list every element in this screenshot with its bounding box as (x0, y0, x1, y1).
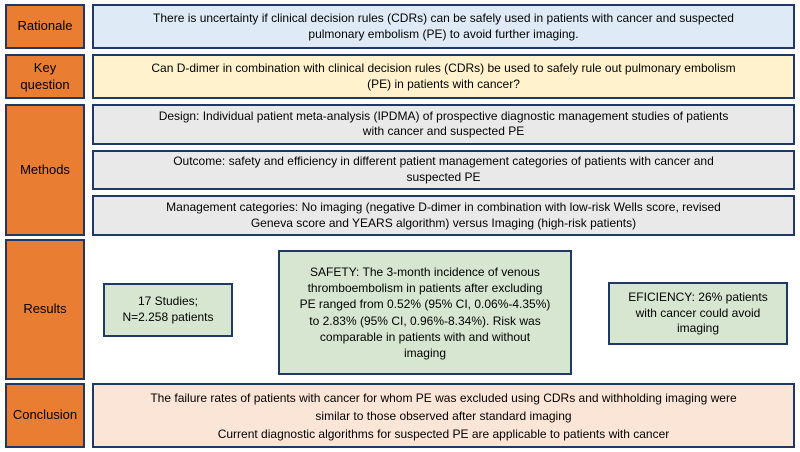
rationale-section-label: Rationale (5, 4, 85, 49)
methods-box-stack: Design: Individual patient meta-analysis… (92, 104, 795, 237)
methods-row: Methods Design: Individual patient meta-… (5, 104, 795, 237)
conclusion-text-box: The failure rates of patients with cance… (92, 383, 795, 448)
results-safety-box: SAFETY: The 3-month incidence of venous … (278, 250, 572, 375)
results-section-label: Results (5, 239, 85, 380)
key-question-row: Key question Can D-dimer in combination … (5, 54, 795, 99)
methods-section-label: Methods (5, 104, 85, 236)
results-box-area: 17 Studies; N=2.258 patients SAFETY: The… (92, 239, 795, 380)
rationale-text-box: There is uncertainty if clinical decisio… (92, 4, 795, 49)
rationale-row: Rationale There is uncertainty if clinic… (5, 4, 795, 49)
conclusion-row: Conclusion The failure rates of patients… (5, 383, 795, 448)
key-question-section-label: Key question (5, 54, 85, 99)
results-row: Results 17 Studies; N=2.258 patients SAF… (5, 239, 795, 380)
results-studies-box: 17 Studies; N=2.258 patients (103, 283, 233, 337)
results-efficiency-box: EFICIENCY: 26% patients with cancer coul… (608, 282, 788, 345)
conclusion-section-label: Conclusion (5, 383, 85, 448)
key-question-text-box: Can D-dimer in combination with clinical… (92, 54, 795, 99)
methods-management-box: Management categories: No imaging (negat… (92, 195, 795, 237)
methods-design-box: Design: Individual patient meta-analysis… (92, 104, 795, 145)
methods-outcome-box: Outcome: safety and efficiency in differ… (92, 149, 795, 191)
